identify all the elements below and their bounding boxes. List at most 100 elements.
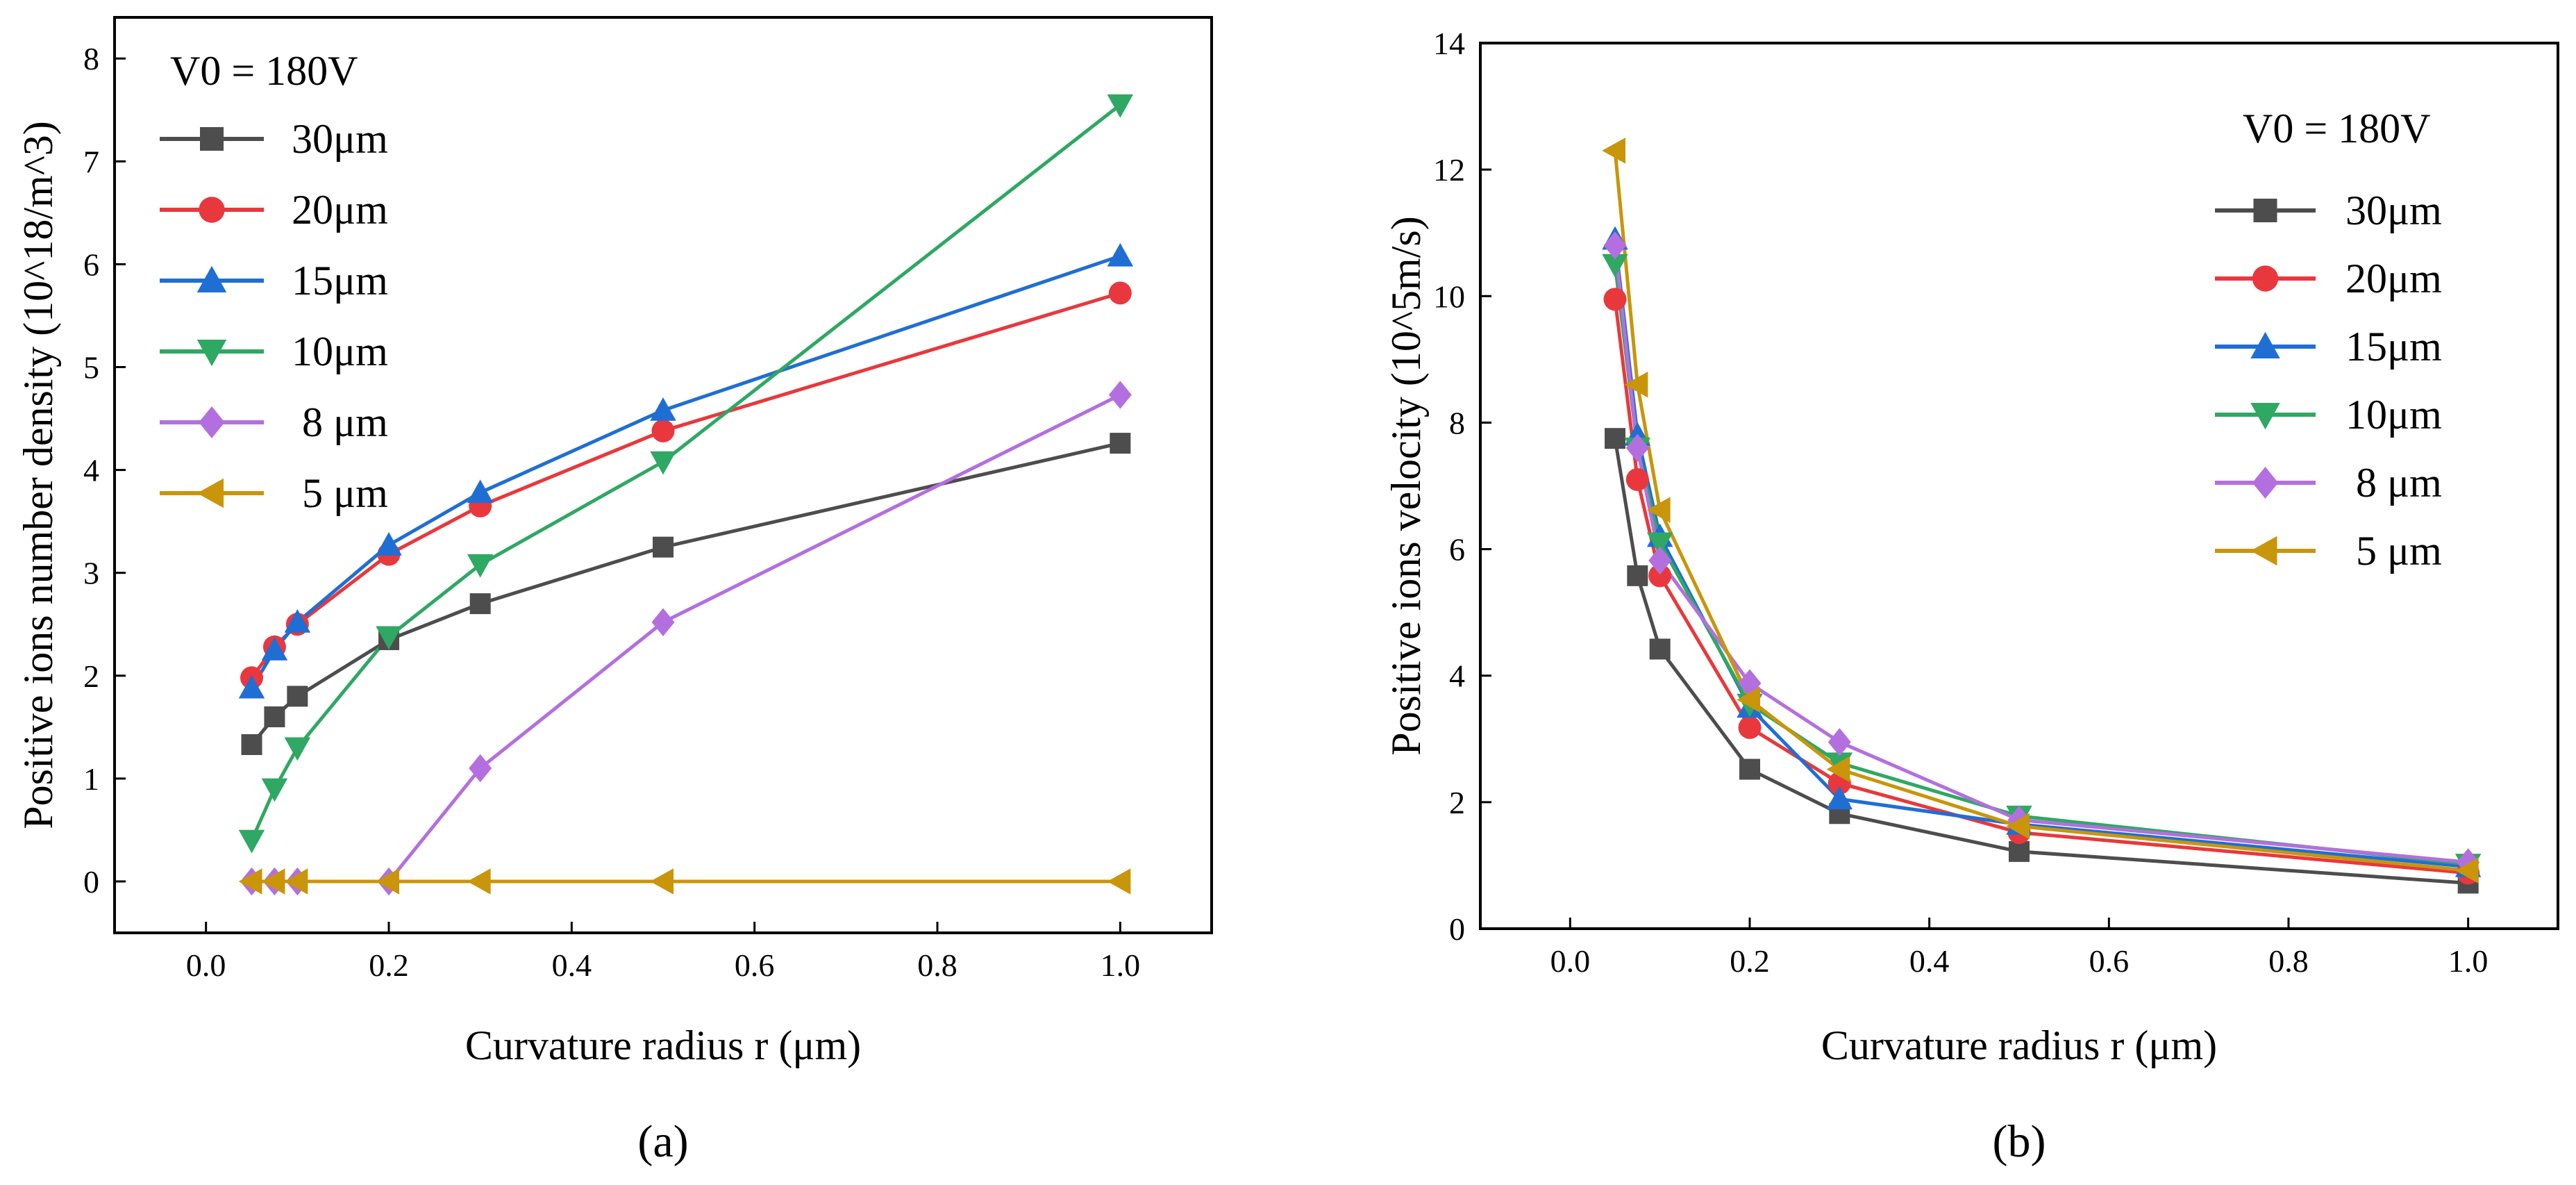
y-tick-label: 7 [83,144,99,179]
y-tick-label: 6 [83,247,99,282]
data-point [1107,242,1134,267]
y-tick-label: 2 [1449,785,1465,820]
panel-a-legend: V0 = 180V 30μm 20μm 15μm 10μm 8 μm 5 μm [160,48,388,516]
data-point [238,674,265,699]
legend-swatch-marker [2252,467,2279,499]
y-tick-label: 2 [83,658,99,694]
panel-b-y-axis-title: Positive ions velocity (10^5m/s) [1383,216,1429,755]
legend-entry-label: 10μm [292,329,388,374]
data-point [287,686,308,707]
legend-swatch-marker [196,265,227,292]
y-tick-label: 12 [1433,152,1465,188]
y-tick-label: 4 [1449,658,1465,694]
data-point [1738,715,1762,739]
panel-b-frame [1479,42,2559,930]
data-point [1108,381,1132,409]
data-point [238,829,265,854]
data-point [1828,728,1851,756]
data-point [1602,254,1628,278]
x-tick-label: 0.4 [552,947,592,983]
panel-a-x-axis-title: Curvature radius r (μm) [465,1022,861,1068]
x-tick-label: 0.4 [1909,943,1950,979]
panel-a-y-axis-title: Positive ions number density (10^18/m^3) [15,121,61,829]
y-tick-label: 0 [1449,911,1465,947]
x-tick-label: 0.6 [735,947,775,983]
data-point [1110,433,1131,454]
data-point [2006,813,2030,840]
data-point [376,626,402,650]
legend-entry-label: 15μm [292,258,388,304]
panel-a-ticks: 0.0 0.2 0.4 0.6 0.8 1.0 0 1 2 3 4 5 6 7 8 [83,41,1140,983]
data-point [1602,138,1625,164]
data-point [1603,288,1627,311]
legend-entry-label: 15μm [2345,324,2442,370]
panel-b-label: (b) [1993,1116,2046,1167]
panel-a: 0.0 0.2 0.4 0.6 0.8 1.0 0 1 2 3 4 5 6 7 8 Curvature ra… [15,16,1213,1167]
legend-swatch-marker [196,340,227,367]
data-point [1737,686,1760,713]
data-point [284,868,308,895]
x-tick-label: 1.0 [2448,943,2489,979]
x-tick-label: 0.8 [2268,943,2309,979]
y-tick-label: 8 [83,41,99,76]
panel-a-legend-title: V0 = 180V [170,48,358,94]
y-tick-label: 1 [83,761,99,797]
data-point [469,754,492,783]
data-point [2454,857,2479,884]
data-point [2009,840,2030,862]
data-point [376,868,399,895]
data-point [650,397,676,421]
panel-a-frame [113,16,1213,934]
data-point [1646,532,1673,556]
data-point [1625,433,1649,463]
x-tick-label: 0.0 [186,947,226,983]
data-point [1648,546,1672,575]
data-point [1605,428,1625,449]
y-tick-label: 14 [1433,26,1465,61]
legend-entry-label: 8 μm [292,399,388,445]
x-tick-label: 0.0 [1550,943,1591,979]
data-point [650,868,674,895]
legend-entry-label: 30μm [292,116,388,162]
data-point [653,536,674,558]
panel-b: 0.0 0.2 0.4 0.6 0.8 1.0 0 2 4 6 8 10 12 14 Curvature … [1383,26,2559,1167]
y-tick-label: 8 [1449,405,1465,440]
x-tick-label: 0.6 [2089,943,2130,979]
legend-swatch-marker [2250,536,2277,566]
panel-a-marks [238,94,1134,896]
data-point [284,737,311,761]
panel-b-x-axis-title: Curvature radius r (μm) [1821,1022,2217,1068]
data-point [651,608,675,637]
panel-a-label: (a) [637,1116,688,1167]
data-point [1107,868,1131,895]
data-point [467,479,494,504]
data-point [1627,565,1648,586]
data-point [1107,94,1134,118]
legend-entry-label: 8 μm [2345,460,2442,506]
panel-b-ticks: 0.0 0.2 0.4 0.6 0.8 1.0 0 2 4 6 8 10 12 14 [1433,26,2488,979]
legend-swatch-marker [2250,403,2280,430]
data-point [261,868,285,895]
legend-entry-label: 5 μm [292,470,388,516]
panel-b-legend: V0 = 180V 30μm 20μm 15μm 10μm 8 μm 5 μm [2215,106,2442,574]
x-tick-label: 0.8 [917,947,957,983]
data-point [467,554,494,578]
y-tick-label: 10 [1433,279,1465,314]
data-point [1826,786,1853,810]
data-point [376,531,402,556]
x-tick-label: 0.2 [1730,943,1770,979]
data-point [1826,756,1850,783]
y-tick-label: 0 [83,864,99,900]
legend-entry-label: 10μm [2345,392,2442,438]
data-point [469,593,491,615]
legend-entry-label: 30μm [2345,188,2442,233]
panel-b-marks [1602,138,2482,894]
legend-swatch-marker [200,127,224,151]
legend-entry-label: 20μm [2345,256,2442,301]
legend-entry-label: 20μm [292,187,388,233]
data-point [1624,372,1648,398]
legend-swatch-marker [2252,265,2279,292]
data-point [241,734,262,755]
y-tick-label: 3 [83,556,99,591]
